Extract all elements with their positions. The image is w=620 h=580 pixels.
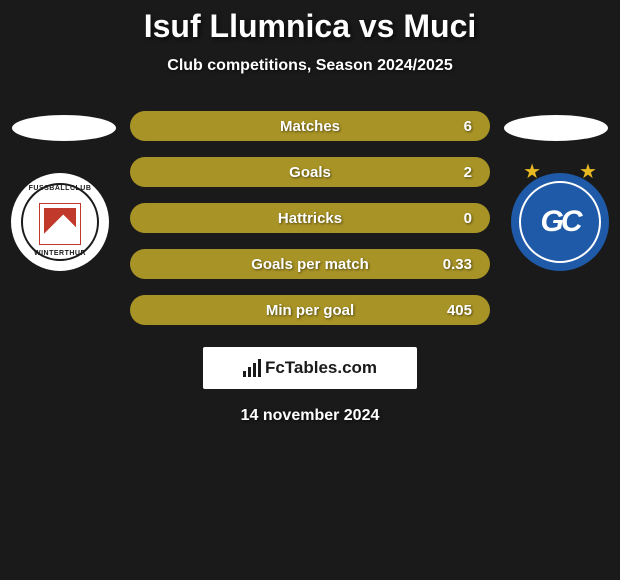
stat-value: 6 bbox=[464, 118, 472, 135]
date-line: 14 november 2024 bbox=[0, 407, 620, 425]
brand-text: FcTables.com bbox=[265, 358, 377, 378]
stat-label: Goals bbox=[289, 164, 331, 181]
badge-monogram: GC bbox=[541, 205, 580, 239]
stat-bar-goals-per-match: Goals per match 0.33 bbox=[130, 249, 490, 279]
stat-label: Min per goal bbox=[266, 302, 354, 319]
stats-column: Matches 6 Goals 2 Hattricks 0 Goals per … bbox=[120, 111, 500, 325]
star-icon: ★ bbox=[523, 159, 541, 184]
star-icon: ★ bbox=[579, 159, 597, 184]
main-row: FUSSBALLCLUB WINTERTHUR Matches 6 Goals … bbox=[0, 111, 620, 325]
badge-bottom-text: WINTERTHUR bbox=[11, 250, 109, 257]
stat-value: 0.33 bbox=[443, 256, 472, 273]
stat-bar-min-per-goal: Min per goal 405 bbox=[130, 295, 490, 325]
stats-card: Isuf Llumnica vs Muci Club competitions,… bbox=[0, 0, 620, 425]
player-ellipse-right bbox=[504, 115, 608, 141]
badge-top-text: FUSSBALLCLUB bbox=[11, 185, 109, 192]
club-badge-winterthur: FUSSBALLCLUB WINTERTHUR bbox=[11, 173, 109, 271]
club-badge-grasshopper: ★ ★ GC bbox=[511, 173, 609, 271]
stat-value: 405 bbox=[447, 302, 472, 319]
stat-label: Hattricks bbox=[278, 210, 342, 227]
brand-bars-icon bbox=[243, 359, 261, 377]
right-player-col: ★ ★ GC bbox=[500, 111, 620, 271]
stat-bar-hattricks: Hattricks 0 bbox=[130, 203, 490, 233]
page-title: Isuf Llumnica vs Muci bbox=[0, 8, 620, 45]
stat-value: 2 bbox=[464, 164, 472, 181]
player-ellipse-left bbox=[12, 115, 116, 141]
stat-bar-goals: Goals 2 bbox=[130, 157, 490, 187]
badge-crest-icon bbox=[39, 203, 81, 245]
brand-box: FcTables.com bbox=[203, 347, 417, 389]
badge-stars-icon: ★ ★ bbox=[511, 159, 609, 184]
stat-value: 0 bbox=[464, 210, 472, 227]
stat-label: Goals per match bbox=[251, 256, 369, 273]
left-player-col: FUSSBALLCLUB WINTERTHUR bbox=[0, 111, 120, 271]
stat-bar-matches: Matches 6 bbox=[130, 111, 490, 141]
stat-label: Matches bbox=[280, 118, 340, 135]
season-subtitle: Club competitions, Season 2024/2025 bbox=[0, 57, 620, 75]
